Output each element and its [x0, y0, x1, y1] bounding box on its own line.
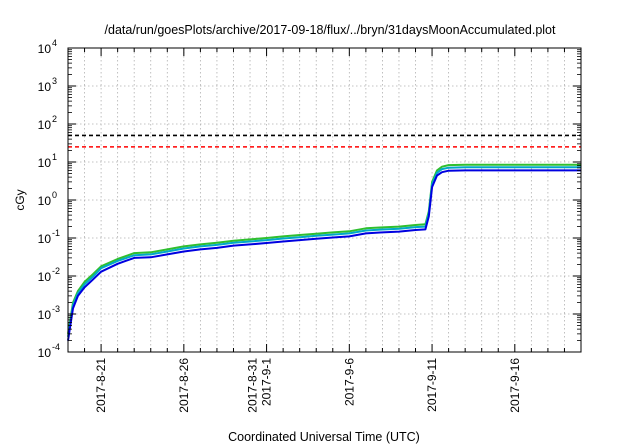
- x-tick-label: 2017-9-11: [425, 358, 439, 412]
- y-tick-label: 10 -2: [38, 266, 60, 284]
- series-line: [67, 166, 581, 338]
- y-tick-base: 10: [38, 346, 52, 360]
- chart-title: /data/run/goesPlots/archive/2017-09-18/f…: [105, 23, 556, 37]
- y-tick-label: 10 2: [38, 114, 57, 132]
- y-tick-label: 10 0: [38, 190, 57, 208]
- x-tick-label: 2017-9-6: [342, 358, 356, 406]
- y-tick-exponent: -1: [52, 228, 60, 238]
- y-tick-exponent: 3: [52, 76, 57, 86]
- reference-lines: [68, 134, 581, 148]
- x-axis-label: Coordinated Universal Time (UTC): [228, 430, 420, 444]
- y-tick-exponent: 4: [52, 38, 57, 48]
- y-tick-base: 10: [38, 270, 52, 284]
- x-tick-label: 2017-8-26: [177, 358, 191, 413]
- y-tick-exponent: -2: [52, 266, 60, 276]
- y-tick-label: 10 3: [38, 76, 57, 94]
- y-tick-exponent: -4: [52, 342, 60, 352]
- x-tick-label: 2017-8-31: [246, 358, 260, 413]
- y-tick-label: 10 -4: [38, 342, 60, 360]
- y-tick-base: 10: [38, 308, 52, 322]
- series-line: [67, 169, 581, 341]
- y-tick-base: 10: [38, 118, 52, 132]
- y-tick-label: 10 -3: [38, 304, 60, 322]
- y-tick-exponent: -3: [52, 304, 60, 314]
- y-tick-base: 10: [38, 232, 52, 246]
- x-tick-label: 2017-8-21: [94, 358, 108, 413]
- grid: [68, 48, 581, 352]
- y-tick-exponent: 1: [52, 152, 57, 162]
- ticks: [67, 47, 582, 353]
- x-tick-label: 2017-9-1: [260, 358, 274, 406]
- y-tick-exponent: 0: [52, 190, 57, 200]
- series-group: [67, 163, 581, 341]
- y-tick-label: 10 1: [38, 152, 57, 170]
- x-tick-labels: 2017-8-21 2017-8-26 2017-8-31 2017-9-1 2017-…: [94, 358, 522, 413]
- y-tick-base: 10: [38, 80, 52, 94]
- y-tick-label: 10 -1: [38, 228, 60, 246]
- y-axis-label: cGy: [13, 189, 27, 210]
- y-tick-base: 10: [38, 194, 52, 208]
- y-tick-label: 10 4: [38, 38, 57, 56]
- y-tick-base: 10: [38, 156, 52, 170]
- series-line: [67, 163, 581, 335]
- x-tick-label: 2017-9-16: [508, 358, 522, 413]
- y-tick-exponent: 2: [52, 114, 57, 124]
- y-tick-base: 10: [38, 42, 52, 56]
